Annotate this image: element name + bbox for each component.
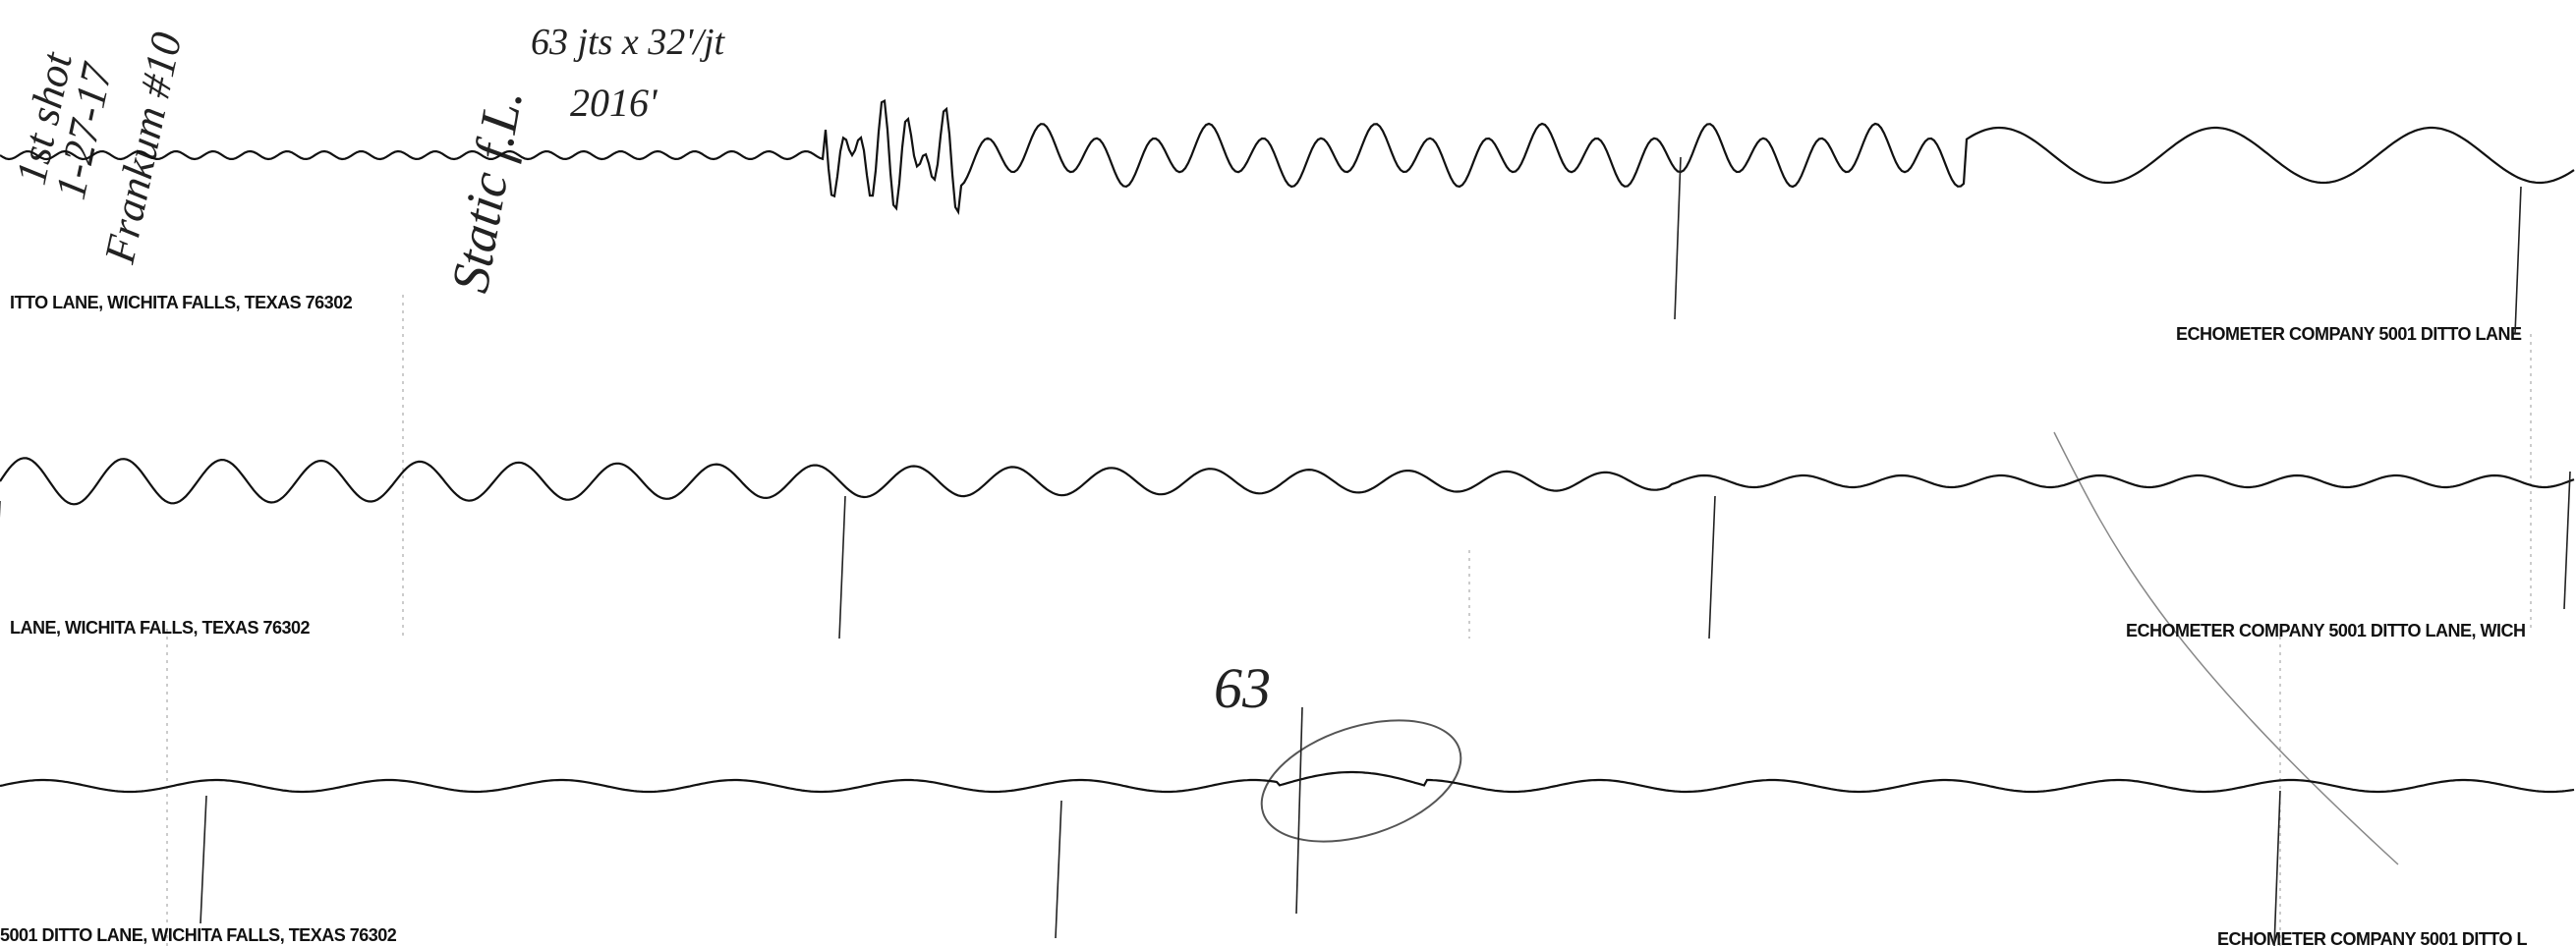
trace	[0, 770, 2575, 794]
note-static: Static f.L.	[440, 84, 534, 297]
note-depth: 2016'	[570, 81, 658, 125]
trace	[0, 457, 2575, 506]
note-well: Frankum #10	[95, 28, 192, 268]
row-left-label: ITTO LANE, WICHITA FALLS, TEXAS 76302	[10, 293, 353, 312]
timing-mark	[2563, 471, 2571, 610]
trace	[0, 99, 2575, 216]
traces	[0, 99, 2575, 946]
row-left-label: LANE, WICHITA FALLS, TEXAS 76302	[10, 618, 311, 638]
note-count: 63	[1214, 656, 1271, 720]
timing-mark	[1055, 800, 1062, 939]
note-joints: 63 jts x 32'/jt	[531, 22, 726, 63]
handwriting: 1st shot 1-27-17 Frankum #10 Static f.L.…	[7, 22, 1462, 843]
row-right-label: ECHOMETER COMPANY 5001 DITTO L	[2217, 929, 2528, 946]
circle-mark	[1260, 719, 1462, 843]
timing-mark	[1708, 495, 1716, 640]
timing-mark	[1674, 156, 1682, 320]
row-labels: ITTO LANE, WICHITA FALLS, TEXAS 76302 EC…	[0, 293, 2528, 946]
timing-mark	[838, 495, 846, 640]
timing-mark	[200, 795, 207, 924]
row-right-label: ECHOMETER COMPANY 5001 DITTO LANE	[2176, 324, 2522, 344]
timing-mark	[1295, 706, 1303, 915]
timing-mark	[2273, 790, 2281, 946]
row-left-label: 5001 DITTO LANE, WICHITA FALLS, TEXAS 76…	[0, 925, 397, 945]
timing-mark	[2514, 186, 2522, 335]
row-right-label: ECHOMETER COMPANY 5001 DITTO LANE, WICH	[2126, 621, 2526, 640]
